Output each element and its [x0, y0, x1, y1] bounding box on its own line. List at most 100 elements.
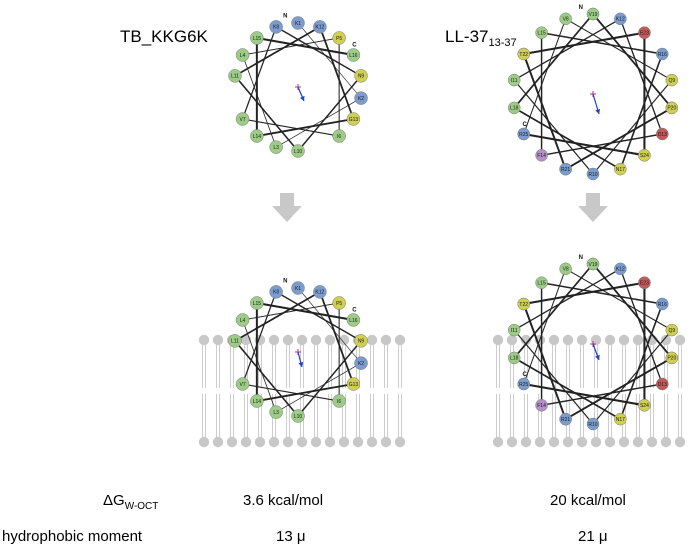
lipid-tail	[230, 394, 234, 442]
helix-connector	[619, 303, 664, 420]
residue-r25: R25	[517, 127, 530, 141]
helix-connector	[513, 18, 621, 81]
title-tb-kkg6k: TB_KKG6K	[120, 27, 209, 46]
lipid-head	[198, 334, 210, 346]
helix-connector	[513, 79, 594, 175]
lipid-head	[240, 436, 252, 448]
lipid-tail	[314, 340, 318, 388]
lipid-head	[534, 436, 546, 448]
residue-v19: V19	[586, 7, 600, 21]
lipid-tail	[608, 340, 612, 388]
lipid-head	[548, 436, 560, 448]
helix-connector	[256, 383, 354, 402]
residue-label: V8	[563, 17, 569, 23]
residue-p5: P5	[332, 31, 346, 45]
residue-t22: T22	[517, 47, 530, 61]
residue-label: R25	[519, 132, 528, 138]
n-terminus-label: N	[579, 5, 583, 11]
helix-connector	[242, 319, 277, 413]
residue-label: T22	[519, 52, 528, 58]
residue-q9: Q9	[665, 73, 679, 87]
lipid-head	[268, 334, 280, 346]
lipid-tail	[244, 394, 248, 442]
lipid-head	[674, 334, 686, 346]
residue-label: V19	[589, 262, 598, 268]
lipid-head	[380, 334, 392, 346]
lipid-head	[254, 436, 266, 448]
residue-label: L14	[253, 134, 262, 140]
helix-connector	[565, 18, 673, 81]
residue-label: G13	[349, 117, 359, 123]
residue-k8: K8	[269, 20, 283, 34]
helix-connector	[523, 132, 645, 157]
residue-k2: K2	[354, 356, 368, 370]
residue-label: L11	[231, 74, 239, 80]
residue-label: N17	[616, 167, 625, 173]
lipid-tail	[678, 394, 682, 442]
helix-connector	[513, 268, 621, 331]
lipid-head	[394, 436, 406, 448]
helix-connector	[242, 118, 340, 137]
membrane-bilayer-left	[198, 334, 406, 448]
lipid-head	[212, 436, 224, 448]
residue-p20: P20	[665, 101, 679, 115]
helix-connector	[541, 383, 663, 406]
helix-connector	[592, 13, 673, 109]
residue-l10: L10	[291, 409, 305, 423]
helical-wheel-tb-kkg6k-membrane: K1 K2 L3 L4 P5 I6 V7 K8 N9 L10 L11 K12 G13 L14 L15 L16 N…	[228, 279, 368, 423]
lipid-head	[506, 334, 518, 346]
dg-label-subscript: W-OCT	[125, 501, 159, 512]
lipid-tail	[580, 340, 584, 388]
helix-connector	[523, 382, 645, 407]
residue-label: F14	[537, 403, 546, 409]
lipid-tail	[202, 340, 206, 388]
residue-l15: L15	[535, 276, 548, 289]
helix-connector	[234, 291, 321, 342]
residue-label: L3	[273, 410, 279, 416]
helix-connector	[319, 291, 355, 385]
lipid-head	[296, 436, 308, 448]
residue-g13: G13	[346, 112, 361, 126]
down-arrow-left	[272, 193, 302, 222]
lipid-head	[562, 436, 574, 448]
helix-connector	[242, 37, 340, 56]
residue-label: R16	[658, 302, 667, 308]
residue-l10: L10	[291, 144, 305, 158]
moment-vector-arrowhead	[595, 354, 600, 360]
lipid-head	[212, 334, 224, 346]
helix-connector	[513, 107, 621, 170]
lipid-head	[576, 334, 588, 346]
residue-k1: K1	[291, 16, 305, 30]
residue-label: G13	[349, 382, 359, 388]
helix-connector	[523, 268, 567, 385]
residue-label: I6	[337, 399, 341, 405]
residue-label: K1	[295, 21, 301, 27]
lipid-head	[492, 334, 504, 346]
residue-label: F14	[537, 153, 546, 159]
lipid-head	[338, 436, 350, 448]
residue-label: L18	[510, 106, 519, 112]
lipid-head	[268, 436, 280, 448]
residue-label: N9	[358, 339, 365, 345]
residue-n9: N9	[354, 69, 368, 83]
residue-label: K1	[295, 286, 301, 292]
lipid-head	[310, 334, 322, 346]
lipid-head	[590, 436, 602, 448]
residue-label: L18	[510, 356, 519, 362]
helix-connector	[513, 357, 621, 420]
lipid-head	[324, 436, 336, 448]
helix-connector	[565, 268, 673, 331]
residue-k12: K12	[313, 285, 327, 299]
residue-e23: E23	[638, 276, 651, 289]
lipid-head	[394, 334, 406, 346]
dg-value-ll37: 20 kcal/mol	[550, 492, 626, 509]
lipid-tail	[384, 394, 388, 442]
residue-r10: R10	[586, 167, 600, 181]
lipid-tail	[370, 394, 374, 442]
helix-connector	[541, 281, 663, 305]
residue-label: K12	[315, 25, 324, 31]
residue-label: L3	[273, 145, 279, 151]
residue-label: P5	[336, 301, 342, 307]
residue-label: K8	[273, 25, 279, 31]
helical-wheel-ll37-membrane: I1K2E3F4K5R6I7V8Q9R10I11K12D13F14L15R16N…	[507, 255, 679, 431]
